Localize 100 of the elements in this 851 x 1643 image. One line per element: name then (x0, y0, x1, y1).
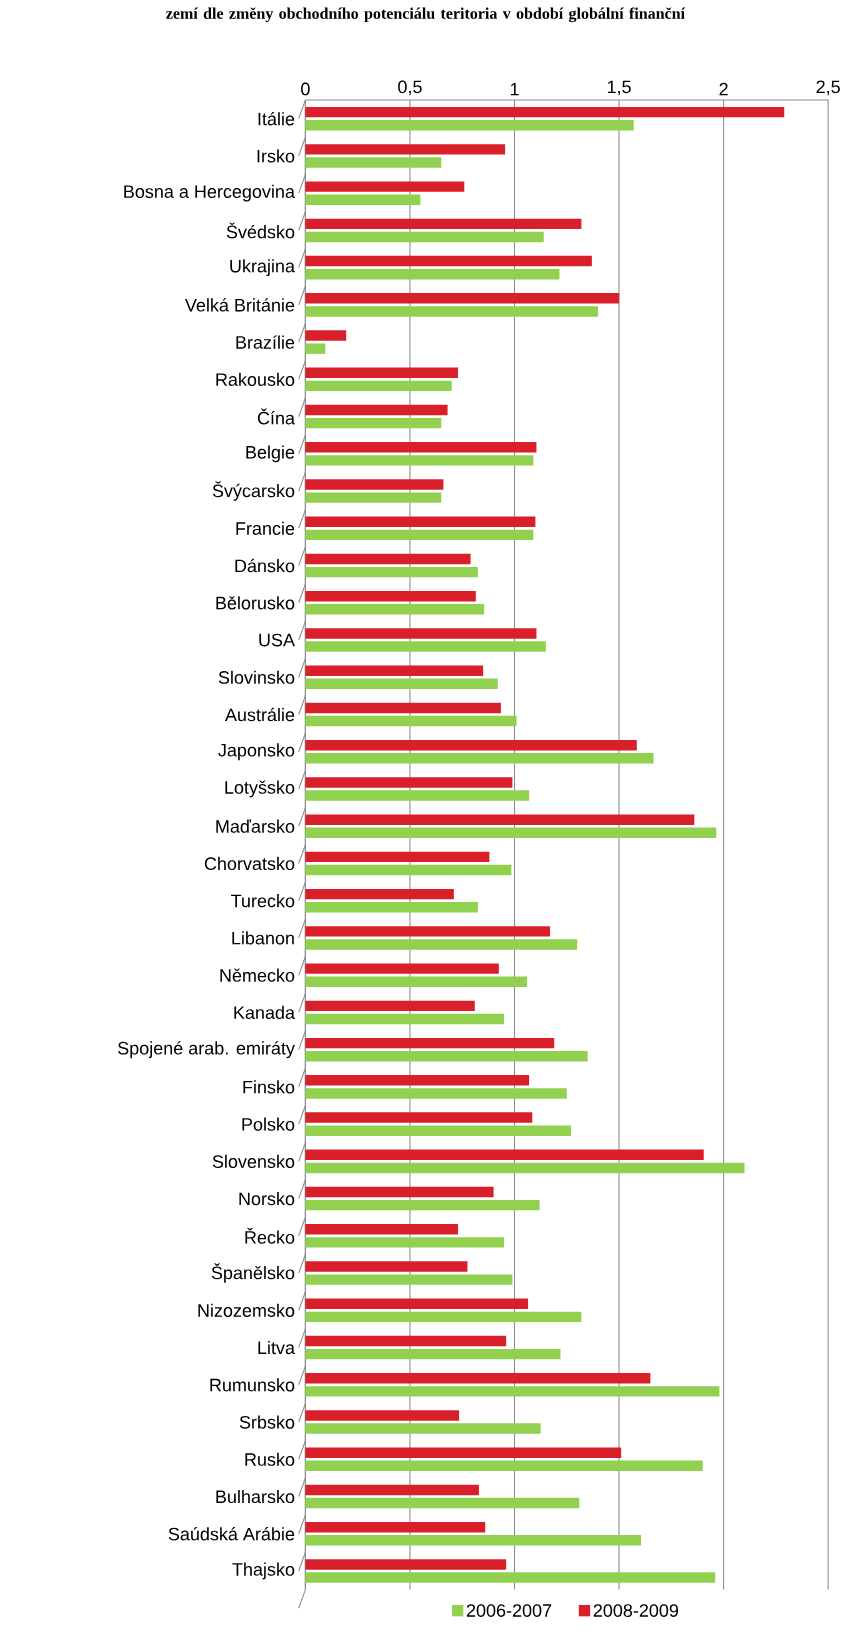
bar (305, 255, 592, 267)
bar (305, 1224, 459, 1235)
bar (305, 1162, 745, 1174)
bar (305, 702, 501, 714)
bar (305, 194, 421, 205)
y-tick-label: Velká Británie (185, 298, 295, 312)
bar (305, 120, 634, 131)
bar (305, 628, 537, 639)
bar (305, 268, 560, 280)
bar (305, 218, 582, 230)
bar (305, 566, 478, 578)
bar (305, 1410, 460, 1421)
bar (305, 665, 484, 676)
bar (305, 1274, 513, 1285)
y-tick-label: USA (259, 633, 296, 647)
bar (305, 1335, 507, 1347)
y-tick-label: Austrálie (225, 707, 295, 722)
y-tick-label: Belgie (246, 445, 295, 463)
bar (305, 1186, 494, 1198)
x-tick-label: 2 (719, 82, 728, 96)
bar (305, 417, 442, 429)
y-tick-label: Nizozemsko (198, 1303, 295, 1317)
y-tick-label: Itálie (258, 111, 295, 126)
bar (305, 455, 534, 466)
bar (305, 1199, 540, 1211)
bar (305, 367, 459, 379)
bar (305, 1037, 555, 1049)
bar (305, 1075, 530, 1086)
bar (305, 492, 442, 503)
y-tick-label: Bělorusko (216, 596, 295, 610)
bar (305, 1447, 622, 1458)
bar (305, 1261, 468, 1272)
bar (305, 553, 471, 565)
bar (305, 1535, 642, 1546)
y-tick-label: Finsko (243, 1080, 295, 1094)
x-tick-label: 0,5 (398, 80, 422, 96)
x-tick-label: 1,5 (608, 80, 631, 96)
y-tick-label: Srbsko (239, 1415, 295, 1429)
y-tick-label: Španělsko (211, 1263, 295, 1283)
bar (305, 479, 444, 490)
bar (305, 963, 499, 974)
bar (305, 939, 578, 950)
bar (305, 1013, 505, 1025)
y-tick-label: Francie (236, 521, 295, 535)
y-tick-label: Irsko (257, 149, 295, 163)
y-tick-label: Dánsko (235, 558, 295, 573)
y-tick-label: Řecko (245, 1227, 295, 1244)
bar (305, 306, 599, 317)
bar (305, 106, 785, 118)
bar (305, 1311, 582, 1323)
y-tick-label: Rakousko (216, 372, 295, 386)
bar (305, 777, 513, 788)
bar (305, 157, 442, 168)
y-tick-label: Německo (220, 968, 295, 982)
y-tick-label: Slovinsko (218, 670, 295, 684)
bar (305, 231, 544, 243)
bar (305, 529, 534, 541)
y-tick-label: Ukrajina (230, 259, 296, 277)
bar (305, 1112, 533, 1123)
bar (305, 1497, 580, 1509)
bar (305, 1000, 475, 1012)
bar (305, 330, 347, 341)
bar (305, 1484, 480, 1496)
bar (305, 902, 478, 913)
x-tick-label: 1 (510, 82, 519, 96)
y-tick-label: Kanada (234, 1005, 296, 1020)
bar (305, 790, 530, 801)
bar (305, 1125, 572, 1136)
y-tick-label: Norsko (239, 1191, 295, 1206)
bar (305, 641, 546, 652)
y-tick-label: Rumunsko (210, 1378, 295, 1392)
bar (305, 926, 551, 937)
y-tick-label: Libanon (232, 931, 294, 945)
bar (305, 516, 536, 527)
y-tick-label: Spojené arab. emiráty (118, 1041, 295, 1059)
y-tick-label: Bulharsko (216, 1489, 295, 1504)
legend-label: 2008-2009 (593, 1604, 679, 1617)
bar (305, 144, 506, 155)
bar (305, 739, 637, 751)
y-tick-label: Rusko (245, 1452, 295, 1466)
bar (305, 753, 654, 764)
y-tick-label: Polsko (242, 1117, 295, 1131)
bar (305, 293, 620, 304)
bar (305, 1088, 567, 1099)
bar (305, 864, 512, 876)
bar (305, 1237, 505, 1248)
y-tick-label: Lotyšsko (225, 780, 295, 798)
y-tick-label: Turecko (231, 894, 295, 908)
y-tick-label: Čína (257, 408, 296, 425)
y-tick-label: Švédsko (226, 222, 295, 239)
bar (305, 888, 454, 900)
y-tick-label: Litva (258, 1340, 296, 1355)
x-tick-label: 2,5 (816, 80, 840, 96)
bar (305, 1348, 561, 1360)
bar (305, 1572, 716, 1583)
bar (305, 604, 485, 615)
bar (305, 814, 695, 825)
y-tick-label: Chorvatsko (204, 856, 295, 871)
bar (305, 181, 465, 192)
y-tick-label: Brazílie (236, 335, 295, 349)
